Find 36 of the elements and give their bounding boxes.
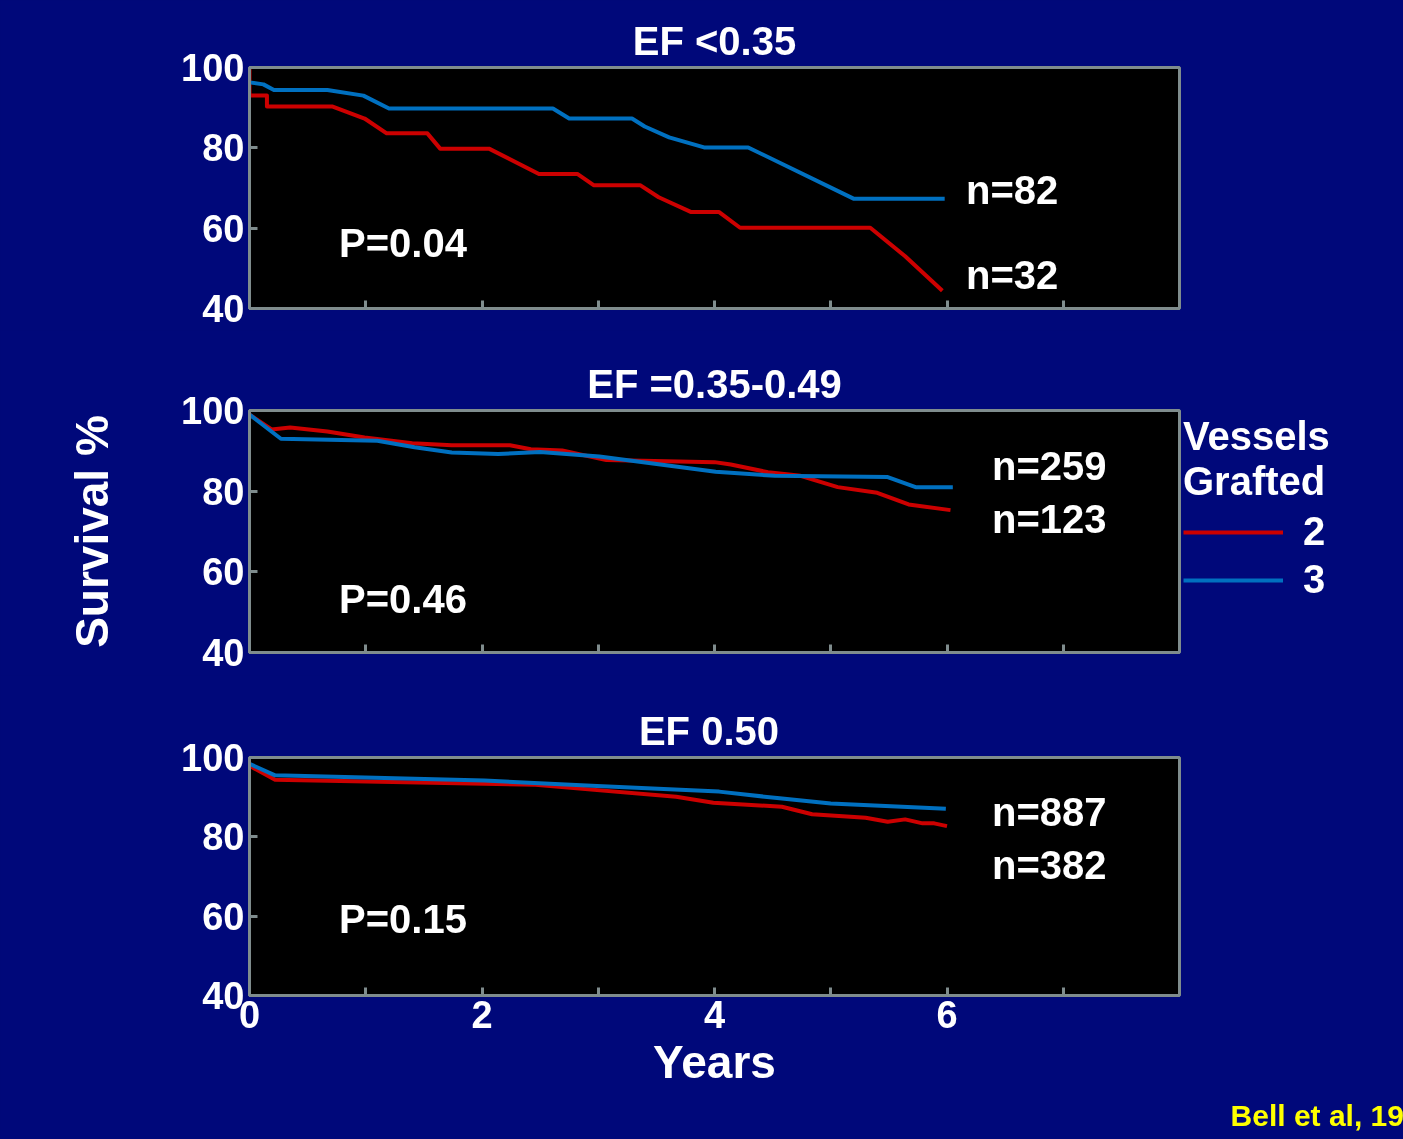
x-tick-label: 4 [703,993,726,1036]
annotation: n=259 [992,444,1107,489]
y-tick-label: 60 [202,895,245,938]
line-series [249,80,947,201]
annotation: n=887 [992,790,1107,835]
y-tick-label: 60 [202,207,245,250]
y-tick-label: 80 [202,127,245,170]
chart-title: EF 0.50 [638,708,779,753]
x-axis-title: Years [653,1035,776,1088]
x-tick-label: 6 [936,993,958,1036]
y-tick-label: 40 [202,632,245,674]
legend-title: Vessels Grafted [1183,414,1330,504]
text: Bell et al, 19 [1230,1098,1403,1134]
chart-title: EF =0.35-0.49 [587,361,842,406]
legend-label: 3 [1303,557,1326,602]
x-tick-label: 2 [471,993,493,1036]
annotation: P=0.15 [339,897,467,942]
y-axis-title: Survival % [66,415,119,648]
annotation: n=32 [965,252,1059,297]
y-tick-label: 100 [181,737,245,779]
line-series [249,67,945,293]
chart-title: EF <0.35 [632,18,797,63]
y-tick-label: 100 [181,390,245,432]
legend-label: 2 [1303,509,1326,554]
y-tick-label: 100 [181,47,245,89]
annotation: P=0.46 [339,577,467,622]
annotation: n=123 [992,497,1107,542]
y-tick-label: 80 [202,816,245,859]
annotation: P=0.04 [339,221,468,266]
line-series [249,761,948,811]
annotation: n=382 [992,842,1107,887]
annotation: n=82 [965,168,1059,213]
y-tick-label: 80 [202,470,245,513]
y-tick-label: 60 [202,551,245,594]
line-series [249,412,955,490]
y-tick-label: 40 [202,288,245,330]
